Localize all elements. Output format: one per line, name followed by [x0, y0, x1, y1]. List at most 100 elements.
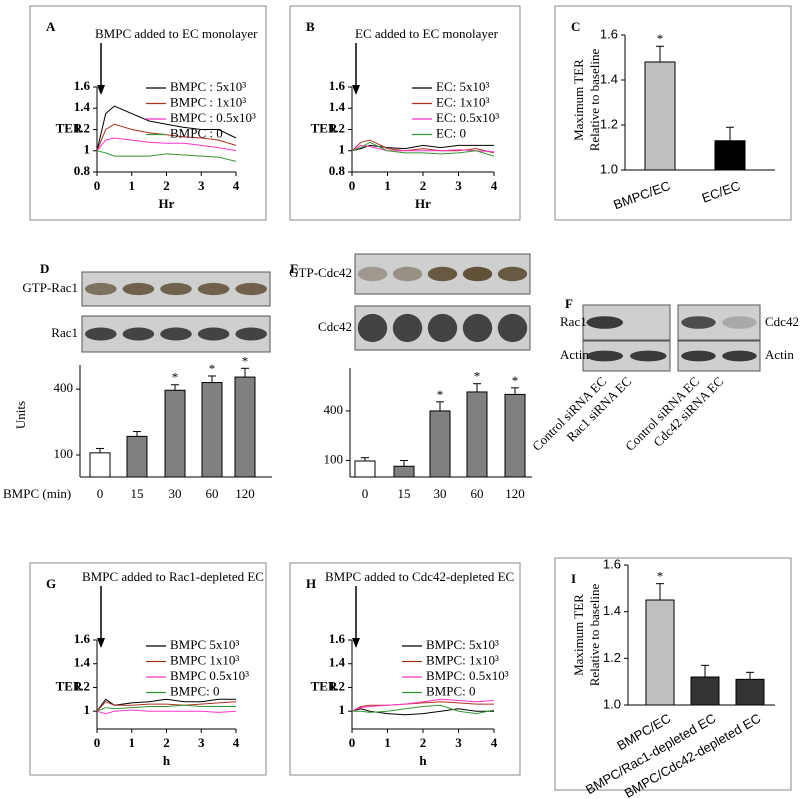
legend-label: BMPC: 5x10³ [426, 637, 499, 652]
bar [234, 376, 256, 478]
y-tick-label: 400 [324, 402, 344, 417]
y-tick-label: 0.8 [74, 163, 91, 178]
blot-band [85, 327, 117, 341]
x-tick-label: 2 [420, 735, 427, 750]
panel-label: C [571, 19, 580, 34]
significance-mark: * [209, 361, 216, 376]
significance-mark: * [657, 31, 664, 46]
panel-frame [289, 5, 521, 221]
series-line [351, 141, 495, 157]
panel-label: B [306, 19, 315, 34]
panel-label: A [46, 19, 56, 34]
legend-label: BMPC : 0 [170, 125, 223, 140]
x-tick-label: 1 [129, 735, 136, 750]
bar [89, 452, 111, 478]
legend-label: EC: 1x10³ [436, 94, 489, 109]
series-line [96, 704, 236, 712]
y-tick-label: 1.2 [329, 678, 345, 693]
blot-band [497, 313, 528, 343]
y-axis-label: Maximum TER [571, 59, 586, 141]
x-tick-label: 3 [198, 178, 205, 193]
x-tick-label: 1 [384, 735, 391, 750]
y-axis-label: TER [311, 120, 338, 135]
legend-label: BMPC: 0 [170, 683, 220, 698]
x-axis-label: Hr [415, 196, 431, 211]
bar [126, 435, 148, 478]
y-axis-label: TER [311, 678, 338, 693]
y-tick-label: 1.2 [603, 650, 621, 665]
x-tick-label: 15 [398, 486, 411, 501]
x-tick-label: 120 [235, 486, 255, 501]
panel-frame [554, 5, 792, 221]
panel-label: F [565, 296, 573, 311]
series-line [96, 150, 237, 162]
x-tick-label: 30 [169, 486, 182, 501]
y-tick-label: 1.4 [74, 99, 91, 114]
y-tick-label: 1.4 [603, 603, 621, 618]
y-tick-label: 1.6 [603, 556, 621, 571]
y-tick-label: 1.6 [329, 631, 346, 646]
y-axis-label: TER [56, 120, 83, 135]
panel-frame [289, 562, 521, 776]
x-tick-label: BMPC/EC [611, 178, 672, 212]
y-tick-label: 1.0 [600, 161, 618, 176]
blot-band [586, 350, 624, 362]
blot-label: Cdc42 [765, 314, 799, 329]
x-tick-label: 2 [420, 178, 427, 193]
blot-band [392, 266, 423, 282]
x-tick-label: 2 [163, 735, 170, 750]
x-tick-label: 0 [349, 735, 356, 750]
series-line [351, 144, 495, 153]
legend-label: BMPC: 0.5x10³ [426, 668, 509, 683]
significance-mark: * [657, 569, 664, 584]
x-tick-label: 60 [471, 486, 484, 501]
y-tick-label: 0.8 [329, 163, 346, 178]
y-tick-label: 1.2 [74, 678, 90, 693]
significance-mark: * [474, 369, 481, 384]
blot-band [722, 350, 757, 362]
legend-label: BMPC 5x10³ [170, 637, 239, 652]
bar [644, 61, 676, 171]
blot-band [160, 327, 192, 341]
x-axis-label: h [419, 753, 427, 768]
series-line [96, 709, 237, 715]
panel-frame [29, 562, 267, 776]
blot-label: Rac1 [51, 325, 78, 340]
y-tick-label: 1 [339, 142, 346, 157]
y-tick-label: 1 [84, 142, 91, 157]
arrow-head [352, 85, 360, 95]
x-tick-label: 120 [505, 486, 525, 501]
legend-label: BMPC : 0.5x10³ [170, 110, 256, 125]
series-line [96, 105, 237, 151]
series-line [351, 144, 494, 152]
legend-label: BMPC: 0 [426, 683, 476, 698]
bar [429, 410, 451, 478]
legend-label: BMPC 0.5x10³ [170, 668, 249, 683]
blot-band [357, 266, 388, 282]
x-tick-label: 60 [206, 486, 219, 501]
x-tick-label: 0 [94, 735, 101, 750]
series-line [96, 123, 237, 151]
x-axis-label: Hr [159, 196, 175, 211]
x-tick-label: 3 [198, 735, 205, 750]
annotation: EC added to EC monolayer [355, 26, 499, 41]
legend-label: BMPC 1x10³ [170, 652, 239, 667]
y-tick-label: 100 [324, 451, 344, 466]
blot-band [681, 316, 716, 329]
blot-band [427, 313, 458, 343]
blot-band [160, 282, 192, 296]
annotation: BMPC added to EC monolayer [95, 26, 258, 41]
legend-label: BMPC : 5x10³ [170, 79, 246, 94]
y-tick-label: 1 [84, 702, 91, 717]
y-tick-label: 400 [54, 380, 74, 395]
blot-label: GTP-Cdc42 [289, 265, 352, 280]
blot-band [122, 282, 155, 296]
x-tick-label: EC/EC [700, 178, 742, 206]
x-tick-label: 0 [349, 178, 356, 193]
x-tick-label: 15 [131, 486, 144, 501]
blot-band [462, 313, 493, 343]
x-tick-label: 4 [491, 178, 498, 193]
y-axis-label: Maximum TER [571, 594, 586, 676]
blot-band [235, 327, 267, 341]
